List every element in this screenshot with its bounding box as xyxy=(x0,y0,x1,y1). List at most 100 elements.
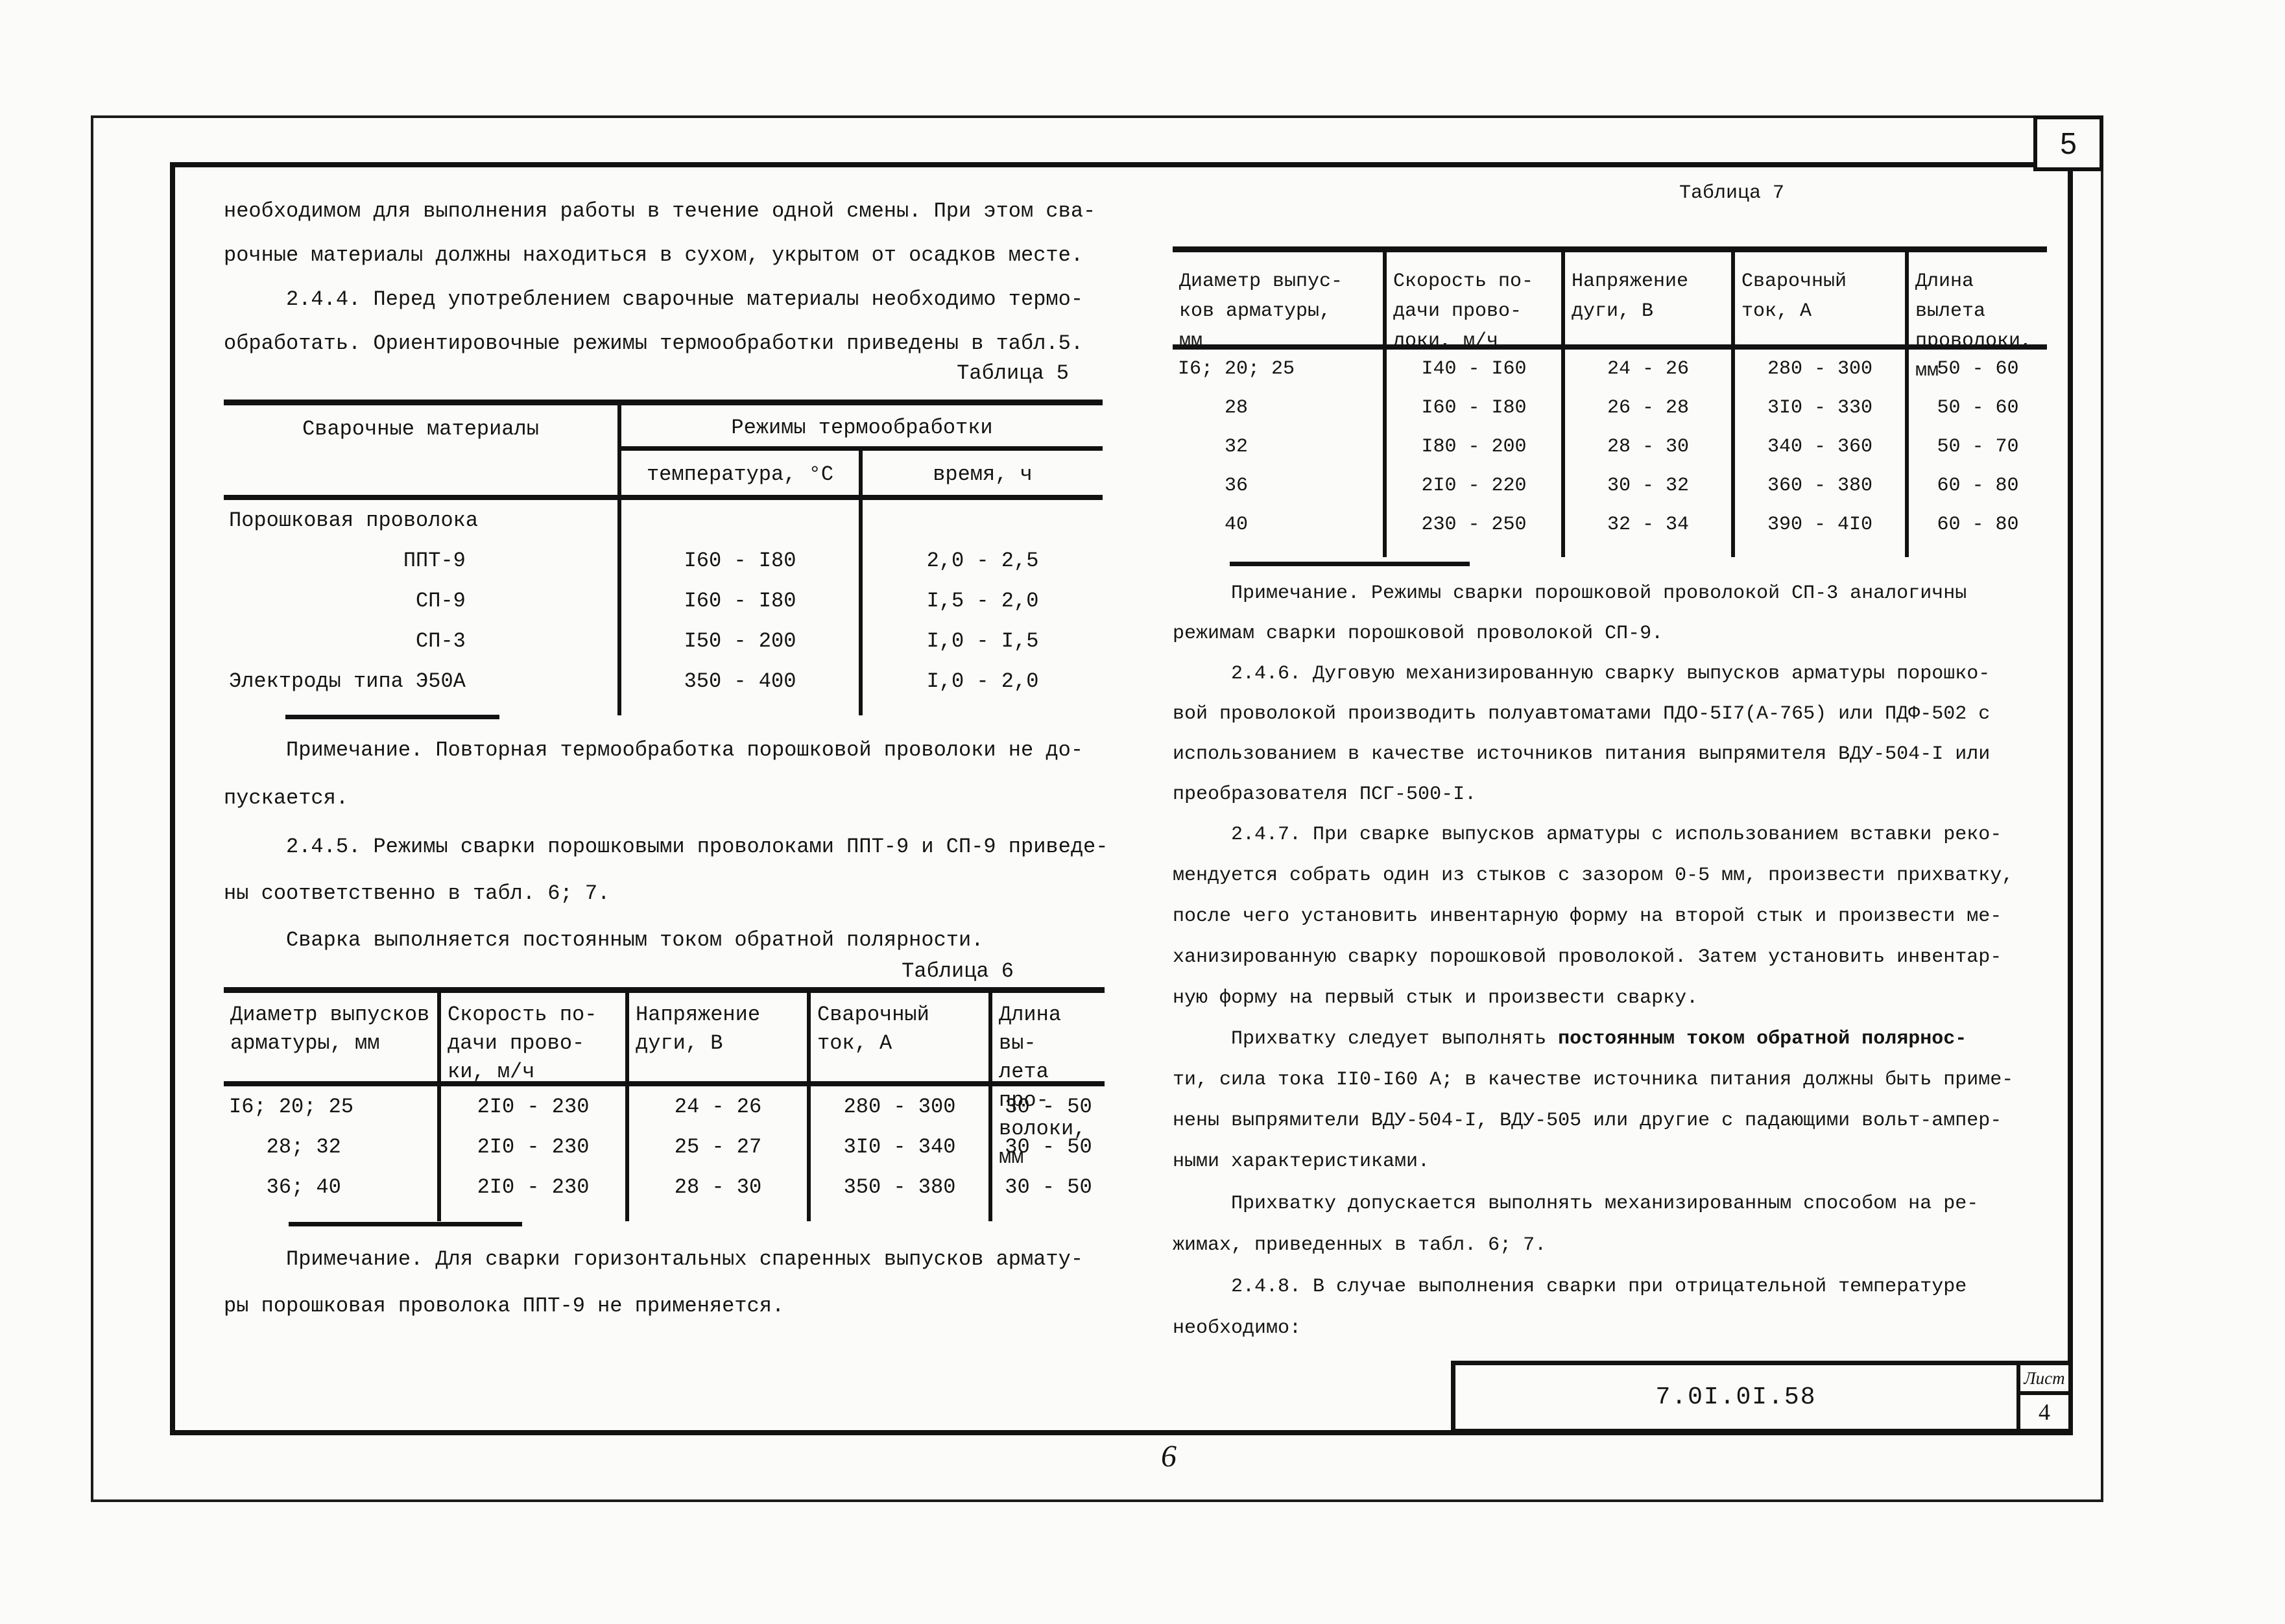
text-line: мендуется собрать один из стыков с зазор… xyxy=(1173,865,2014,887)
text-line: Примечание. Повторная термообработка пор… xyxy=(224,738,1084,762)
title-block-stamp: 7.0I.0I.58 Лист 4 xyxy=(1451,1361,2073,1433)
text-line: необходимом для выполнения работы в тече… xyxy=(224,199,1096,223)
text-line: преобразователя ПСГ-500-I. xyxy=(1173,783,1477,806)
text-line: пускается. xyxy=(224,786,349,810)
table6-spacer xyxy=(629,1207,811,1221)
table6-spacer xyxy=(992,1207,1105,1221)
corner-page-number: 5 xyxy=(2060,126,2077,160)
table7-cell: 32 xyxy=(1173,427,1387,466)
table6-header-cell: Напряжение дуги, В xyxy=(629,993,811,1086)
table6-cell: 30 - 50 xyxy=(1005,1134,1092,1159)
sheet-number: 4 xyxy=(2039,1399,2050,1425)
table6-cell: 30 - 50 xyxy=(1005,1175,1092,1199)
table7-cell: 26 - 28 xyxy=(1565,388,1735,427)
table7-header-cell: Скорость по- дачи прово- локи, м/ч xyxy=(1387,252,1565,352)
table6-cell: 28; 32 xyxy=(224,1127,441,1167)
table7-cell: 24 - 26 xyxy=(1565,350,1735,388)
table7-cell: 3I0 - 330 xyxy=(1735,388,1909,427)
text-line: 2.4.5. Режимы сварки порошковыми проволо… xyxy=(224,835,1108,859)
table7-header-cell: Напряжение дуги, В xyxy=(1565,252,1735,350)
table5-note: Примечание. Повторная термообработка пор… xyxy=(224,726,1105,822)
table7-cell: I60 - I80 xyxy=(1387,388,1565,427)
text-line: 2.4.4. Перед употреблением сварочные мат… xyxy=(224,287,1084,311)
table5-header-cell: Сварочные материалы xyxy=(224,405,621,500)
table6-cell: 2I0 - 230 xyxy=(441,1167,629,1207)
document-number: 7.0I.0I.58 xyxy=(1455,1365,2020,1429)
table7-cell: 36 xyxy=(1173,466,1387,505)
text-line: ную форму на первый стык и произвести св… xyxy=(1173,987,1699,1009)
text-line: жимах, приведенных в табл. 6; 7. xyxy=(1173,1234,1547,1256)
paragraph-prihvatka: Прихватку следует выполнять постоянным т… xyxy=(1173,1019,2047,1182)
text-line: 2.4.7. При сварке выпусков арматуры с ис… xyxy=(1173,824,2002,846)
table5-cell: 2,0 - 2,5 xyxy=(926,548,1039,573)
table7-cell: I80 - 200 xyxy=(1387,427,1565,466)
text-line: ханизированную сварку порошковой проволо… xyxy=(1173,946,2002,968)
table5-cell: I60 - I80 xyxy=(621,580,863,621)
table7-spacer xyxy=(1387,544,1565,557)
table7-cell: 28 - 30 xyxy=(1565,427,1735,466)
table7-cell: I6; 20; 25 xyxy=(1173,350,1387,388)
outer-page-frame xyxy=(91,115,2103,1502)
table7-cell: 32 - 34 xyxy=(1565,505,1735,544)
text-line: нены выпрямители ВДУ-504-I, ВДУ-505 или … xyxy=(1173,1110,2002,1132)
text-line: ти, сила тока II0-I60 А; в качестве исто… xyxy=(1173,1069,2014,1091)
sheet-number-block: Лист 4 xyxy=(2020,1365,2068,1429)
table7-cell: 60 - 80 xyxy=(1937,475,2019,497)
text-line: рочные материалы должны находиться в сух… xyxy=(224,243,1084,267)
table5-end-rule xyxy=(285,715,499,719)
text-line: Сварка выполняется постоянным током обра… xyxy=(224,928,984,952)
table5-cell: I,0 - 2,0 xyxy=(926,669,1039,693)
text-line: 2.4.6. Дуговую механизированную сварку в… xyxy=(1173,663,1991,685)
table7-header-cell: Длина вылета проволоки, мм xyxy=(1909,252,2047,382)
table5-welding-materials: Сварочные материалы Режимы термообработк… xyxy=(224,400,1103,715)
paragraph-svarka: Сварка выполняется постоянным током обра… xyxy=(224,917,1105,964)
paragraph-2-4-6: 2.4.6. Дуговую механизированную сварку в… xyxy=(1173,654,2047,815)
table7-caption: Таблица 7 xyxy=(1679,182,1784,204)
text-line: 2.4.8. В случае выполнения сварки при от… xyxy=(1173,1276,1967,1298)
paragraph-2-4-5: 2.4.5. Режимы сварки порошковыми проволо… xyxy=(224,824,1108,917)
table5-spacer xyxy=(621,701,863,715)
table6-note: Примечание. Для сварки горизонтальных сп… xyxy=(224,1236,1105,1330)
table5-caption: Таблица 5 xyxy=(957,361,1069,385)
table5-header-cell: температура, °С xyxy=(621,451,863,500)
table7-cell: 2I0 - 220 xyxy=(1387,466,1565,505)
table5-cell: Электроды типа Э50А xyxy=(224,661,621,701)
table7-cell: 280 - 300 xyxy=(1735,350,1909,388)
table6-cell: 350 - 380 xyxy=(811,1167,992,1207)
table7-cell: 230 - 250 xyxy=(1387,505,1565,544)
table6-cell: 25 - 27 xyxy=(629,1127,811,1167)
table7-spacer xyxy=(1565,544,1735,557)
paragraph-2-4-7: 2.4.7. При сварке выпусков арматуры с ис… xyxy=(1173,815,2047,1019)
table5-cell: I50 - 200 xyxy=(621,621,863,661)
handwritten-page-number: 6 xyxy=(1161,1439,1177,1474)
table7-cell: 60 - 80 xyxy=(1937,514,2019,536)
table6-spacer xyxy=(224,1207,441,1221)
text-line: ры порошковая проволока ППТ-9 не применя… xyxy=(224,1294,785,1318)
table7-cell: 50 - 60 xyxy=(1937,358,2019,380)
paragraph-2-4-8: 2.4.8. В случае выполнения сварки при от… xyxy=(1173,1266,2047,1349)
table7-header-cell: Диаметр выпус- ков арматуры, мм xyxy=(1173,252,1387,352)
table5-cell: I,0 - I,5 xyxy=(926,628,1039,653)
table6-end-rule xyxy=(289,1222,522,1226)
table7-header-cell: Сварочный ток, А xyxy=(1735,252,1909,350)
table6-cell: 2I0 - 230 xyxy=(441,1127,629,1167)
table7-cell: I40 - I60 xyxy=(1387,350,1565,388)
text-line: вой проволокой производить полуавтоматам… xyxy=(1173,703,1991,725)
table5-header-cell: Режимы термообработки xyxy=(621,405,1103,451)
table6-cell: 2I0 - 230 xyxy=(441,1086,629,1127)
table7-cell: 28 xyxy=(1173,388,1387,427)
table6-cell: 30 - 50 xyxy=(1005,1094,1092,1119)
table7-cell: 30 - 32 xyxy=(1565,466,1735,505)
table5-cell: Порошковая проволока xyxy=(224,500,621,540)
table6-cell: 36; 40 xyxy=(224,1167,441,1207)
table6-spacer xyxy=(811,1207,992,1221)
table7-cell: 360 - 380 xyxy=(1735,466,1909,505)
table5-cell xyxy=(621,500,863,540)
table5-cell: СП-3 xyxy=(224,621,621,661)
table7-note: Примечание. Режимы сварки порошковой про… xyxy=(1173,573,2047,654)
table5-spacer xyxy=(224,701,621,715)
table7-cell: 40 xyxy=(1173,505,1387,544)
paragraph-prihvatka-2: Прихватку допускается выполнять механизи… xyxy=(1173,1183,2047,1266)
table6-welding-modes-ppt9: Диаметр выпусков арматуры, мм Скорость п… xyxy=(224,987,1105,1221)
table6-header-cell: Диаметр выпусков арматуры, мм xyxy=(224,993,441,1086)
